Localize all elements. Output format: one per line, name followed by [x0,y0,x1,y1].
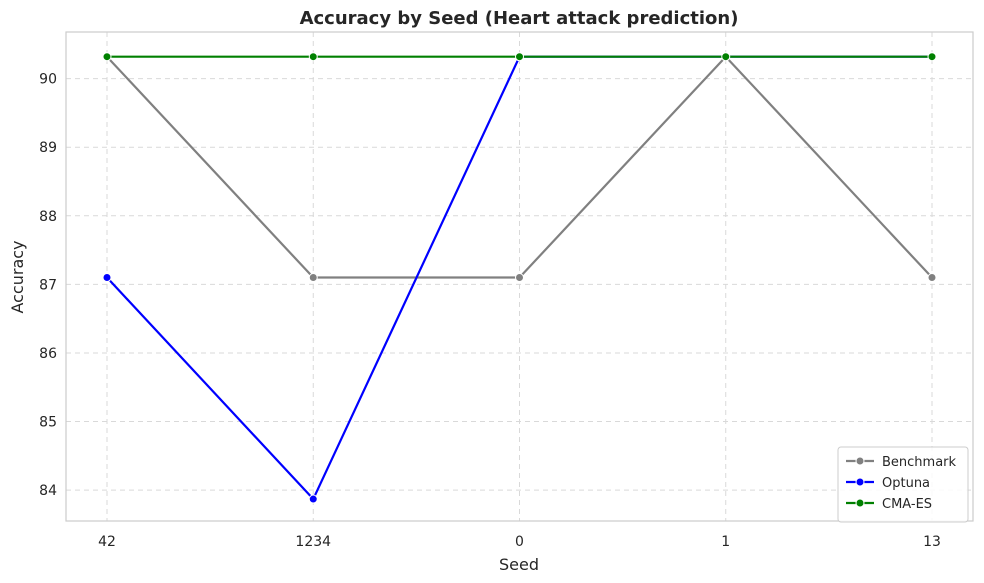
data-point-optuna [102,273,112,283]
legend-swatch-marker [855,498,865,508]
legend-label: CMA-ES [882,497,932,512]
data-point-cma-es [927,52,937,62]
y-tick-label: 85 [39,415,57,431]
data-point-benchmark [308,273,318,283]
data-point-benchmark [515,273,524,283]
legend-label: Optuna [882,476,930,491]
x-tick-label: 1234 [295,534,331,550]
x-tick-label: 1 [721,534,730,550]
legend-swatch-marker [855,477,865,487]
series-lines [102,52,937,504]
x-tick-label: 42 [98,534,116,550]
data-point-cma-es [721,52,731,62]
data-point-cma-es [308,52,318,62]
y-tick-label: 87 [39,277,57,293]
chart-title: Accuracy by Seed (Heart attack predictio… [300,8,739,29]
legend: Benchmark Optuna CMA-ES [837,446,969,523]
y-tick-label: 86 [39,346,57,362]
data-point-optuna [308,494,318,504]
axis-ticks: 42 1234 0 1 13 84 85 86 87 88 89 90 [39,72,941,550]
x-tick-label: 13 [923,534,941,550]
data-point-cma-es [515,52,524,62]
plot-frame [65,31,974,522]
y-axis-label: Accuracy [8,240,27,313]
x-tick-label: 0 [515,534,524,550]
legend-label: Benchmark [882,455,957,470]
legend-swatch-marker [855,456,865,466]
y-tick-label: 88 [39,209,57,225]
x-axis-label: Seed [499,555,539,574]
y-tick-label: 90 [39,72,57,88]
data-point-benchmark [927,273,937,283]
y-tick-label: 84 [39,483,57,499]
data-point-cma-es [102,52,112,62]
y-tick-label: 89 [39,140,57,156]
